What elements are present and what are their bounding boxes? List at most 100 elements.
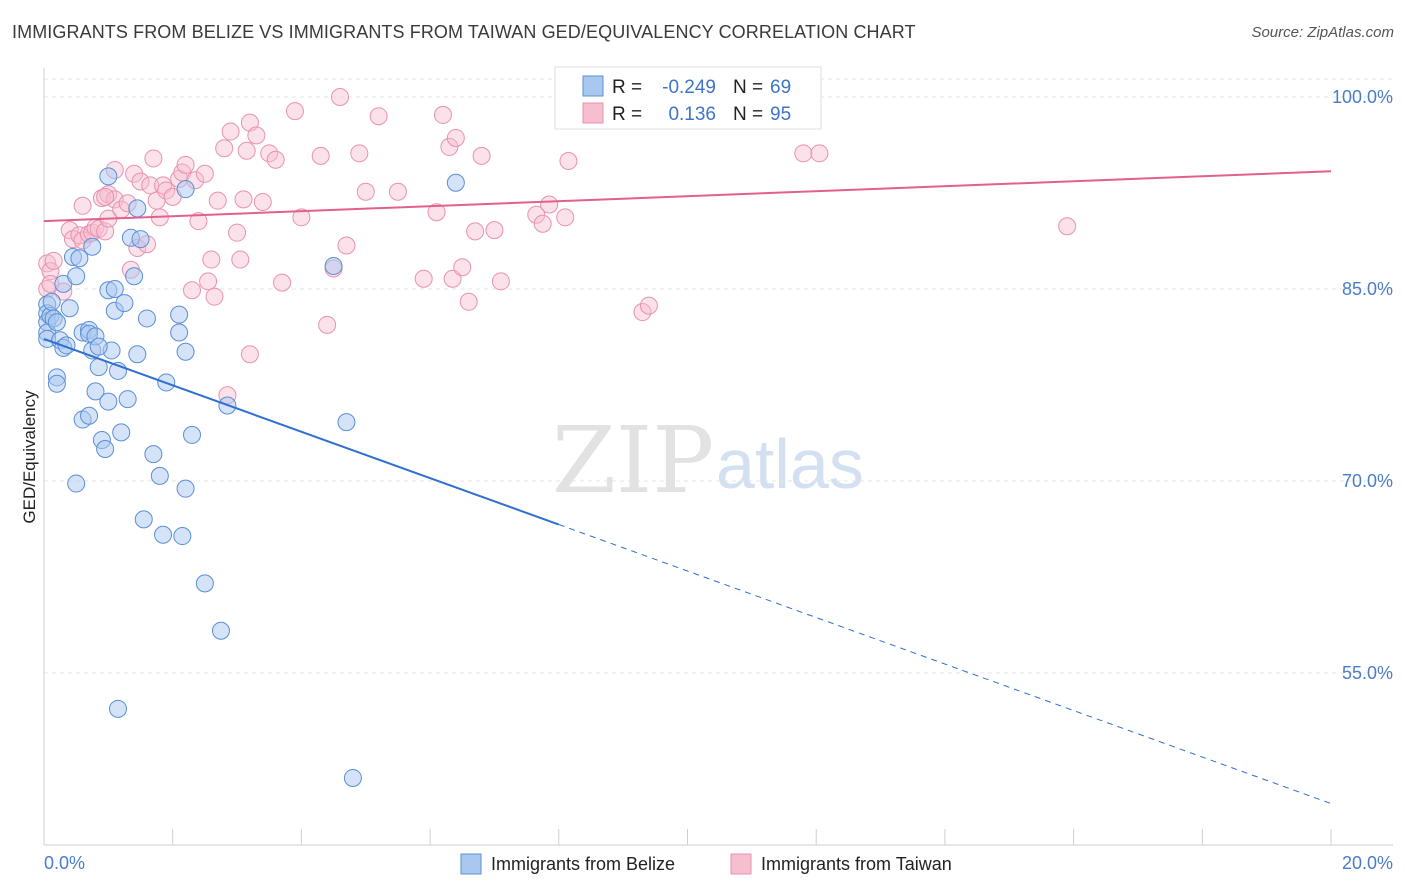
taiwan-point [427, 203, 446, 222]
belize-point [446, 173, 465, 192]
belize-point [154, 525, 173, 544]
taiwan-point [215, 139, 234, 158]
taiwan-point [141, 176, 160, 195]
taiwan-point [433, 105, 452, 124]
taiwan-point [237, 141, 256, 160]
taiwan-point [369, 107, 388, 126]
belize-point [42, 292, 61, 311]
belize-point [343, 768, 362, 787]
taiwan-point [240, 345, 259, 364]
belize-trendline-extension [558, 524, 1332, 805]
taiwan-point [540, 195, 559, 214]
chart-title: IMMIGRANTS FROM BELIZE VS IMMIGRANTS FRO… [12, 22, 916, 42]
chart-source: Source: ZipAtlas.com [1251, 24, 1394, 41]
belize-point [324, 256, 343, 275]
belize-point [80, 406, 99, 425]
legend-taiwan-swatch [730, 853, 752, 875]
y-tick-label: 70.0% [1342, 471, 1393, 491]
taiwan-point [440, 137, 459, 156]
stats-taiwan-swatch [582, 102, 604, 124]
taiwan-point [794, 144, 813, 163]
taiwan-point [466, 222, 485, 241]
taiwan-point [231, 250, 250, 269]
belize-point [99, 392, 118, 411]
stats-belize-r-value: -0.249 [662, 77, 716, 98]
taiwan-point [208, 191, 227, 210]
taiwan-point [234, 190, 253, 209]
stats-belize-swatch [582, 75, 604, 97]
taiwan-point [189, 212, 208, 231]
taiwan-point [472, 146, 491, 165]
taiwan-point [414, 269, 433, 288]
belize-point [118, 390, 137, 409]
stats-belize-r-label: R = [612, 77, 642, 98]
stats-box: R = -0.249 N = 69 R = 0.136 N = 95 [554, 66, 822, 130]
taiwan-point [253, 192, 272, 211]
y-tick-label: 100.0% [1332, 87, 1393, 107]
stats-belize-n-value: 69 [770, 77, 791, 98]
taiwan-point [633, 303, 652, 322]
belize-point [337, 413, 356, 432]
watermark-zip: ZIP [552, 407, 714, 514]
taiwan-point [221, 122, 240, 141]
taiwan-point [199, 272, 218, 291]
taiwan-point [247, 126, 266, 145]
stats-taiwan-n-label: N = [733, 104, 763, 125]
belize-point [173, 527, 192, 546]
trendlines [43, 170, 1332, 805]
belize-point [131, 230, 150, 249]
taiwan-point [318, 315, 337, 334]
taiwan-trendline [43, 170, 1332, 223]
belize-point [86, 382, 105, 401]
taiwan-point [639, 296, 658, 315]
taiwan-point [443, 269, 462, 288]
taiwan-point [202, 250, 221, 269]
legend: Immigrants from Belize Immigrants from T… [460, 853, 952, 875]
taiwan-point [527, 205, 546, 224]
belize-point [183, 425, 202, 444]
y-tick-labels: 100.0% 85.0% 70.0% 55.0% [1332, 87, 1393, 683]
taiwan-point [157, 181, 176, 200]
belize-point [83, 237, 102, 256]
taiwan-point [195, 164, 214, 183]
taiwan-point [266, 150, 285, 169]
belize-point [89, 337, 108, 356]
taiwan-point [311, 146, 330, 165]
taiwan-point [1058, 217, 1077, 236]
belize-point [170, 323, 189, 342]
belize-point [134, 510, 153, 529]
belize-points [38, 167, 465, 787]
y-axis-label: GED/Equivalency [20, 390, 39, 524]
belize-point [112, 423, 131, 442]
belize-point [70, 249, 89, 268]
belize-point [47, 374, 66, 393]
legend-belize-swatch [460, 853, 482, 875]
taiwan-point [559, 152, 578, 170]
taiwan-point [125, 164, 144, 183]
taiwan-point [228, 223, 247, 242]
belize-point [60, 299, 79, 318]
belize-point [96, 440, 115, 458]
taiwan-point [388, 182, 407, 201]
taiwan-point [485, 221, 504, 240]
taiwan-point [337, 236, 356, 255]
taiwan-point [331, 88, 350, 106]
taiwan-point [446, 128, 465, 147]
taiwan-point [96, 187, 115, 206]
taiwan-point [176, 155, 195, 174]
belize-point [125, 267, 144, 286]
taiwan-point [44, 251, 63, 270]
y-tick-label: 85.0% [1342, 279, 1393, 299]
belize-point [47, 313, 66, 332]
stats-taiwan-n-value: 95 [770, 104, 791, 125]
belize-point [67, 267, 86, 286]
belize-point [137, 309, 156, 328]
gridlines [44, 78, 1393, 674]
taiwan-point [459, 292, 478, 311]
taiwan-point [810, 144, 829, 163]
belize-point [115, 294, 134, 313]
taiwan-point [356, 182, 375, 201]
taiwan-point [292, 208, 311, 227]
taiwan-point [350, 144, 369, 163]
